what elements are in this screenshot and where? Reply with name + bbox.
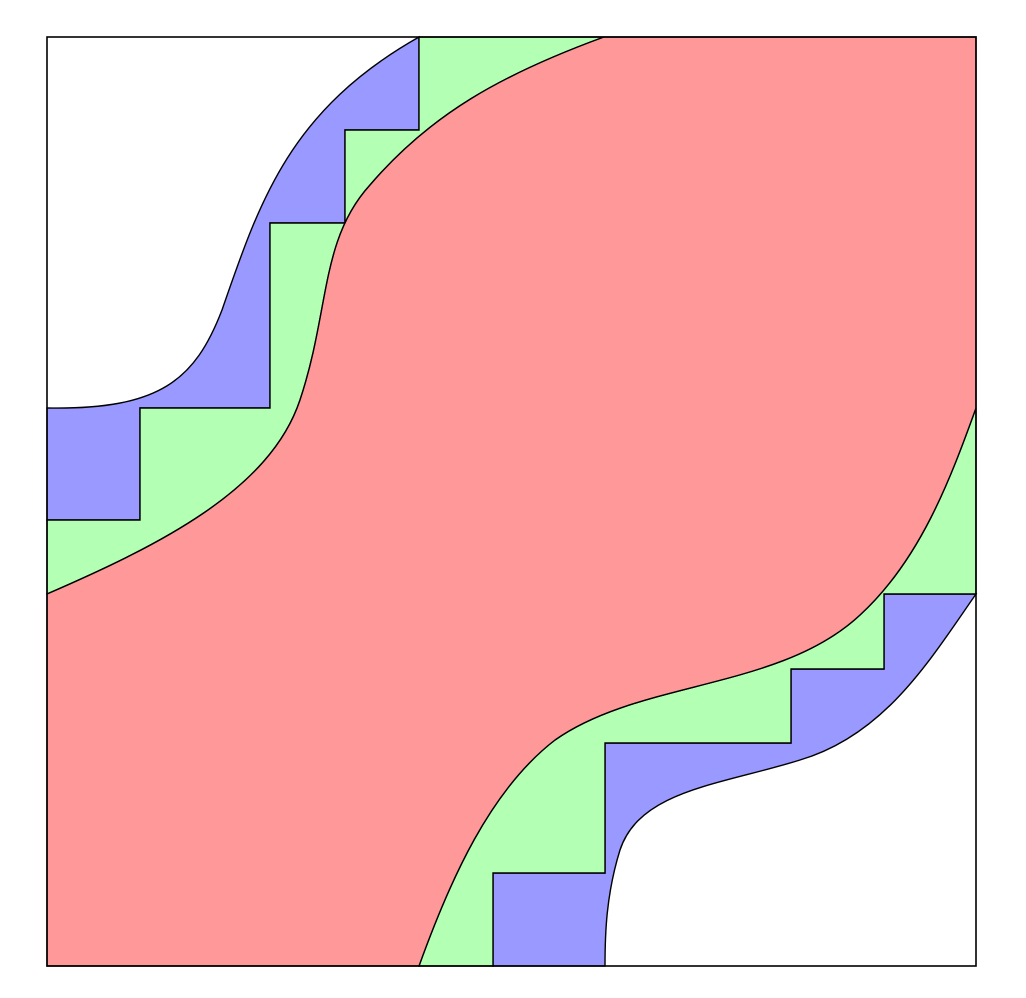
frame-border: [46, 36, 977, 967]
